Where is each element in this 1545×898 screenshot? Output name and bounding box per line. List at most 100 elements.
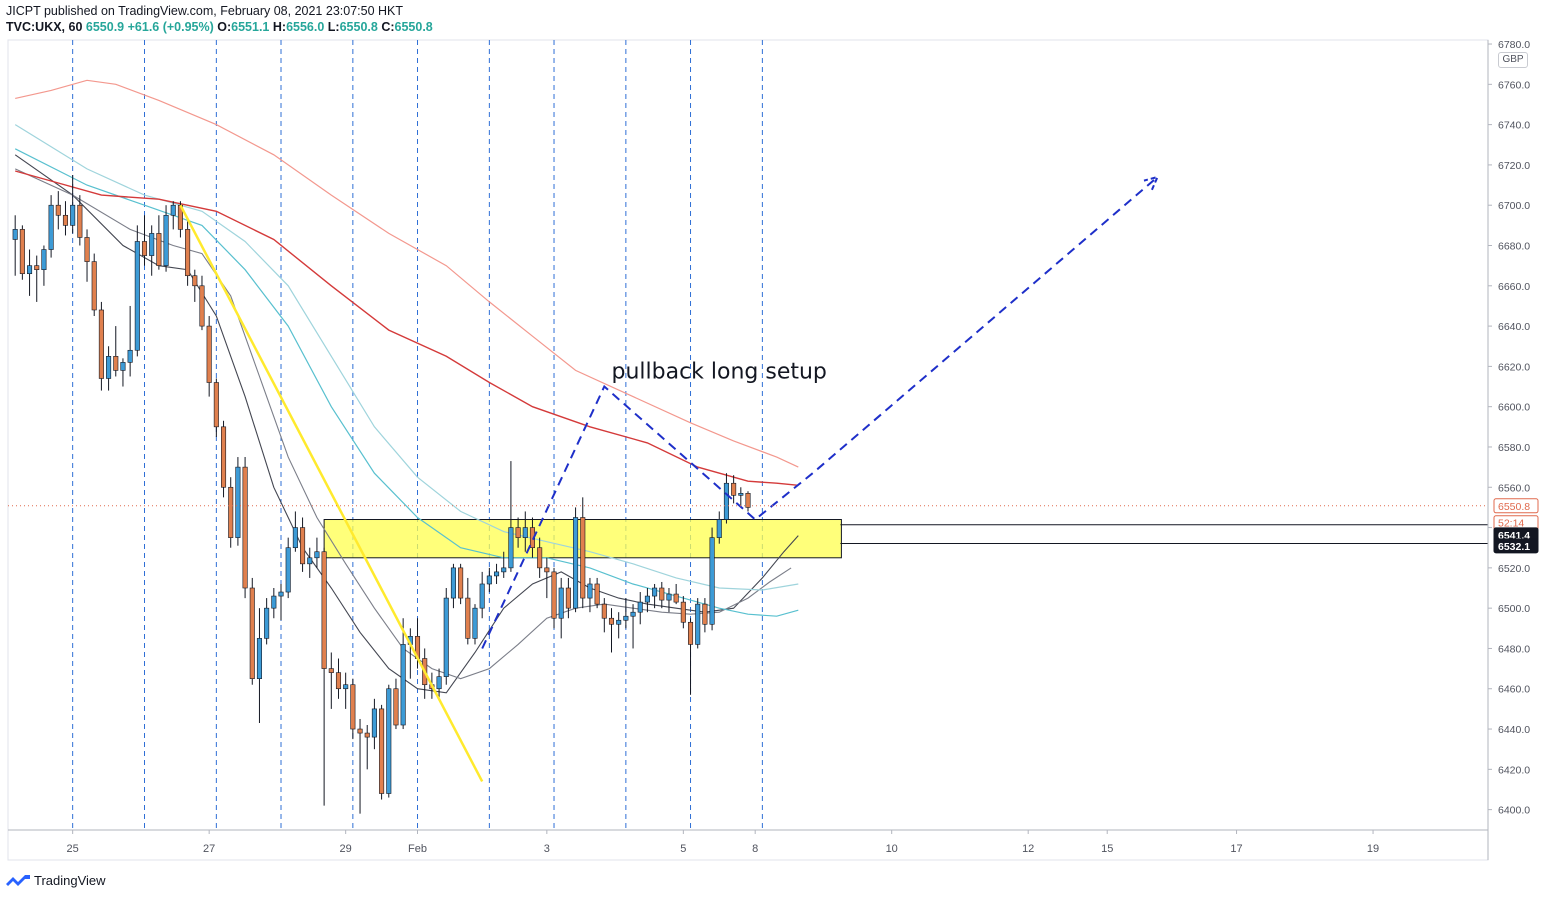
candle-body-up	[486, 575, 492, 585]
candle	[695, 598, 701, 649]
y-tick-label: 6600.0	[1498, 402, 1530, 414]
candle	[364, 725, 370, 770]
candle	[608, 608, 615, 653]
candle	[537, 537, 543, 578]
candle	[41, 245, 47, 286]
y-tick-label: 6680.0	[1498, 241, 1530, 253]
candle-body-up	[494, 571, 500, 577]
candle-body-down	[580, 517, 586, 599]
x-tick-label: 5	[680, 843, 686, 855]
y-tick-label: 6760.0	[1498, 79, 1530, 91]
candle-body-down	[62, 214, 69, 226]
price-axis[interactable]: 6400.0 6420.0 6440.0 6460.0 6480.0 6500.0 6520…	[1487, 39, 1530, 860]
candle	[213, 378, 219, 437]
candle-body-down	[357, 728, 363, 734]
candle-body-up	[120, 362, 126, 371]
candle	[256, 608, 262, 723]
candle	[494, 563, 500, 584]
candle	[271, 588, 277, 619]
ma_salmon-line	[15, 79, 799, 468]
candle	[221, 420, 227, 498]
candle	[594, 577, 600, 609]
y-tick-label: 6700.0	[1498, 200, 1530, 212]
candle	[393, 678, 399, 730]
candle-body-up	[738, 493, 744, 496]
y-tick-label: 6420.0	[1498, 764, 1530, 776]
time-axis[interactable]: 25 27 29 Feb 3 5 8 10 12 15 17 19	[8, 829, 1488, 855]
candle-body-up	[285, 547, 291, 593]
candle-body-up	[450, 567, 456, 599]
candle-body-down	[242, 466, 248, 589]
candle	[630, 604, 636, 649]
open-value: 6551.1	[231, 20, 270, 34]
candle-body-up	[27, 265, 33, 275]
candle-body-down	[206, 325, 212, 383]
candle	[616, 612, 622, 639]
open-label: O:	[217, 20, 232, 34]
annotation-text: pullback long setup	[611, 359, 826, 384]
x-tick-label: 17	[1230, 843, 1242, 855]
candle	[386, 684, 392, 798]
candle	[738, 487, 744, 508]
candle	[156, 215, 162, 270]
close-value: 6550.8	[394, 20, 433, 34]
candle-body-up	[170, 204, 176, 216]
candle-body-down	[228, 486, 234, 538]
candle	[34, 255, 40, 302]
tradingview-logo[interactable]: TradingView	[6, 870, 106, 890]
y-tick-label: 6660.0	[1498, 281, 1530, 293]
candle	[249, 577, 255, 685]
candle-body-up	[723, 482, 729, 520]
candle	[687, 618, 694, 695]
candle	[185, 221, 191, 286]
candle	[328, 652, 334, 709]
x-tick-label: 19	[1367, 843, 1379, 855]
price-label-box	[1493, 538, 1539, 554]
candle	[149, 225, 155, 276]
candle-body-up	[127, 349, 133, 363]
candle-body-down	[221, 426, 227, 488]
candle	[106, 346, 112, 391]
candles	[12, 174, 751, 814]
candle-body-up	[163, 214, 169, 266]
y-tick-label: 6620.0	[1498, 361, 1530, 373]
x-tick-label: 15	[1101, 843, 1113, 855]
candle-body-up	[70, 204, 76, 226]
currency-badge[interactable]: GBP	[1498, 52, 1528, 68]
candle	[27, 249, 33, 296]
candle	[199, 275, 205, 331]
y-tick-label: 6460.0	[1498, 684, 1530, 696]
candle-body-down	[156, 233, 162, 266]
candle	[113, 326, 119, 377]
candle-body-up	[716, 519, 722, 538]
candle	[77, 195, 83, 246]
candle-body-up	[508, 527, 514, 569]
candle-body-up	[623, 615, 629, 621]
candle	[55, 191, 61, 230]
candle-body-up	[256, 638, 262, 679]
candle-body-down	[659, 587, 665, 601]
candle-body-down	[551, 571, 557, 619]
candle	[637, 592, 643, 625]
y-tick-label: 6640.0	[1498, 321, 1530, 333]
candle	[458, 563, 464, 605]
candle	[436, 668, 442, 699]
candle	[522, 511, 528, 552]
candle	[278, 583, 284, 621]
candle	[350, 678, 356, 740]
candle-body-down	[192, 275, 198, 287]
high-label: H:	[272, 20, 287, 34]
projection-layer	[481, 175, 1160, 649]
candle-body-down	[608, 617, 615, 625]
change-value: +61.6 (+0.95%)	[127, 20, 214, 34]
y-tick-label: 6400.0	[1498, 805, 1530, 817]
price-label-last: 6550.8	[1493, 498, 1539, 514]
candle	[551, 567, 557, 629]
y-tick-label: 6740.0	[1498, 120, 1530, 132]
candle	[580, 497, 586, 609]
candle	[321, 547, 327, 806]
candle	[731, 475, 737, 504]
candle	[371, 698, 377, 750]
candle	[565, 577, 571, 619]
